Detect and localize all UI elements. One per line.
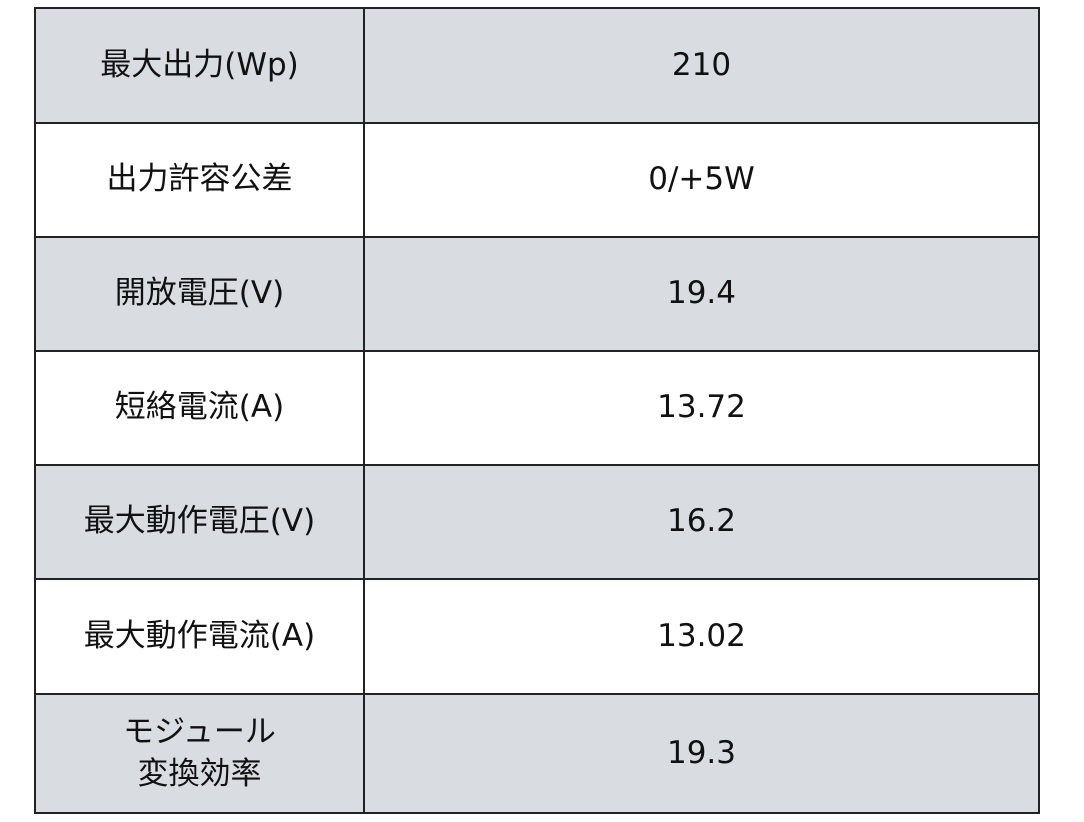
- spec-label: 最大出力(Wp): [34, 7, 365, 124]
- spec-value: 16.2: [363, 464, 1040, 580]
- spec-label: 出力許容公差: [34, 122, 365, 238]
- table-row: 最大動作電流(A) 13.02: [34, 578, 1040, 695]
- spec-value: 0/+5W: [363, 122, 1040, 238]
- table-row: モジュール 変換効率 19.3: [34, 693, 1040, 814]
- spec-label: モジュール 変換効率: [34, 693, 365, 814]
- spec-value: 13.02: [363, 578, 1040, 695]
- spec-label-line: 変換効率: [137, 755, 262, 792]
- spec-value: 19.4: [363, 236, 1040, 352]
- spec-table: 最大出力(Wp) 210 出力許容公差 0/+5W 開放電圧(V) 19.4 短…: [34, 7, 1040, 814]
- spec-value: 210: [363, 7, 1040, 124]
- table-row: 短絡電流(A) 13.72: [34, 350, 1040, 466]
- table-row: 最大動作電圧(V) 16.2: [34, 464, 1040, 580]
- table-row: 出力許容公差 0/+5W: [34, 122, 1040, 238]
- spec-label: 開放電圧(V): [34, 236, 365, 352]
- spec-value: 13.72: [363, 350, 1040, 466]
- table-row: 開放電圧(V) 19.4: [34, 236, 1040, 352]
- spec-label: 最大動作電圧(V): [34, 464, 365, 580]
- table-row: 最大出力(Wp) 210: [34, 7, 1040, 124]
- spec-value: 19.3: [363, 693, 1040, 814]
- spec-label: 短絡電流(A): [34, 350, 365, 466]
- spec-label: 最大動作電流(A): [34, 578, 365, 695]
- spec-label-line: モジュール: [123, 713, 276, 750]
